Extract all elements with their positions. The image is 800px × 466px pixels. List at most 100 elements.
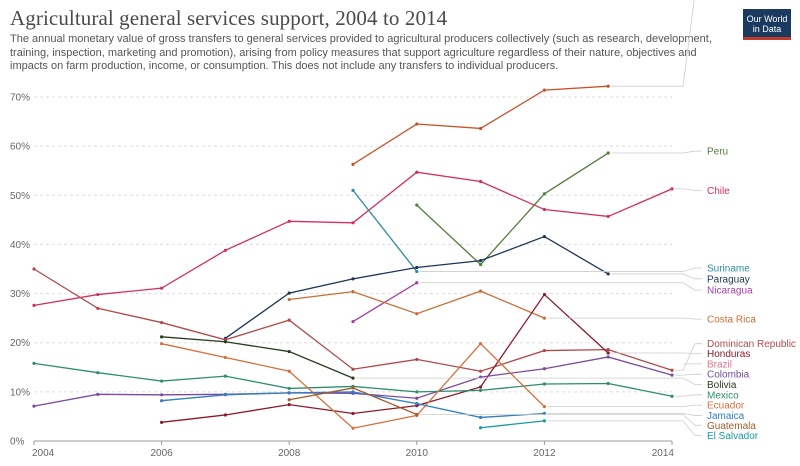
series-line <box>416 152 609 266</box>
data-point <box>542 405 547 409</box>
series-label-honduras: Honduras <box>707 349 750 360</box>
data-point <box>479 426 483 430</box>
label-connector <box>675 188 702 191</box>
data-point <box>415 170 419 174</box>
series-line <box>352 189 418 272</box>
series-labels: UruguayPeruChileSurinameParaguayNicaragu… <box>356 0 796 442</box>
y-tick-label: 10% <box>10 387 30 398</box>
y-tick-label: 40% <box>10 240 30 251</box>
data-point <box>415 390 419 394</box>
data-point <box>223 374 227 378</box>
data-point <box>670 373 674 377</box>
data-point <box>351 390 355 394</box>
series-label-costa-rica: Costa Rica <box>707 315 756 326</box>
data-point <box>287 349 291 354</box>
series-line <box>161 336 354 379</box>
data-point <box>351 411 355 416</box>
data-point <box>32 267 36 271</box>
series-jamaica <box>160 390 547 420</box>
series-label-jamaica: Jamaica <box>707 411 745 422</box>
label-connector <box>547 413 702 416</box>
series-paraguay <box>223 234 610 340</box>
series-label-peru: Peru <box>707 147 728 158</box>
data-point <box>32 404 36 408</box>
data-point <box>415 402 419 406</box>
data-point <box>479 388 483 392</box>
data-point <box>542 419 547 423</box>
chart-subtitle: The annual monetary value of gross trans… <box>10 33 712 73</box>
series-line <box>161 293 609 423</box>
data-point <box>479 289 483 293</box>
y-tick-label: 50% <box>10 191 30 202</box>
data-point <box>479 369 483 373</box>
data-point <box>542 292 547 297</box>
series-label-colombia: Colombia <box>707 370 750 381</box>
data-point <box>606 347 610 352</box>
y-tick-label: 20% <box>10 338 30 349</box>
data-point <box>351 376 355 380</box>
label-connector <box>675 373 702 376</box>
series-ecuador <box>160 342 547 430</box>
label-connector <box>611 150 702 154</box>
data-point <box>415 269 419 274</box>
series-label-bolivia: Bolivia <box>707 380 737 391</box>
series-colombia <box>32 355 674 408</box>
logo-accent-bar <box>743 37 791 40</box>
data-point <box>606 355 610 359</box>
data-point <box>415 281 419 285</box>
series-line <box>352 85 609 165</box>
data-point <box>670 394 674 398</box>
data-point <box>287 318 291 322</box>
data-point <box>415 396 419 400</box>
data-point <box>287 369 291 373</box>
label-connector <box>547 420 702 436</box>
data-point <box>351 277 355 281</box>
series-label-el-salvador: El Salvador <box>707 431 759 442</box>
data-point <box>542 367 547 371</box>
series-bolivia <box>160 335 355 380</box>
label-connector <box>547 317 702 320</box>
series-peru <box>415 151 610 267</box>
data-point <box>479 262 483 267</box>
data-point <box>223 413 227 417</box>
series-dominican-republic <box>32 267 674 373</box>
data-point <box>415 265 419 270</box>
data-point <box>223 355 227 360</box>
data-point <box>287 391 291 395</box>
data-point <box>160 399 164 403</box>
series-line <box>225 235 609 339</box>
series-line <box>33 171 673 307</box>
series-label-chile: Chile <box>707 186 730 197</box>
data-point <box>479 385 483 389</box>
series-label-paraguay: Paraguay <box>707 274 750 285</box>
x-tick-label: 2014 <box>652 448 675 459</box>
data-point <box>606 84 610 88</box>
data-point <box>542 348 547 353</box>
data-point <box>96 306 100 310</box>
series-label-dominican-republic: Dominican Republic <box>707 339 796 350</box>
series-chile <box>32 170 674 307</box>
data-point <box>479 179 483 184</box>
data-point <box>287 219 291 223</box>
data-point <box>415 122 419 126</box>
data-point <box>287 291 291 295</box>
series-label-suriname: Suriname <box>707 264 750 275</box>
label-connector <box>356 377 702 385</box>
x-tick-label: 2004 <box>32 448 55 459</box>
series-label-nicaragua: Nicaragua <box>707 286 753 297</box>
owid-logo[interactable]: Our World in Data <box>743 9 791 40</box>
data-point <box>479 342 483 346</box>
y-tick-label: 0% <box>10 437 25 448</box>
label-connector <box>547 404 702 408</box>
series-line <box>33 356 673 407</box>
y-tick-label: 30% <box>10 289 30 300</box>
x-tick-label: 2012 <box>533 448 556 459</box>
data-point <box>160 286 164 290</box>
data-point <box>351 367 355 371</box>
series-label-guatemala: Guatemala <box>707 421 756 432</box>
label-connector <box>419 414 702 426</box>
data-point <box>223 393 227 397</box>
data-point <box>351 386 355 390</box>
data-point <box>32 303 36 307</box>
